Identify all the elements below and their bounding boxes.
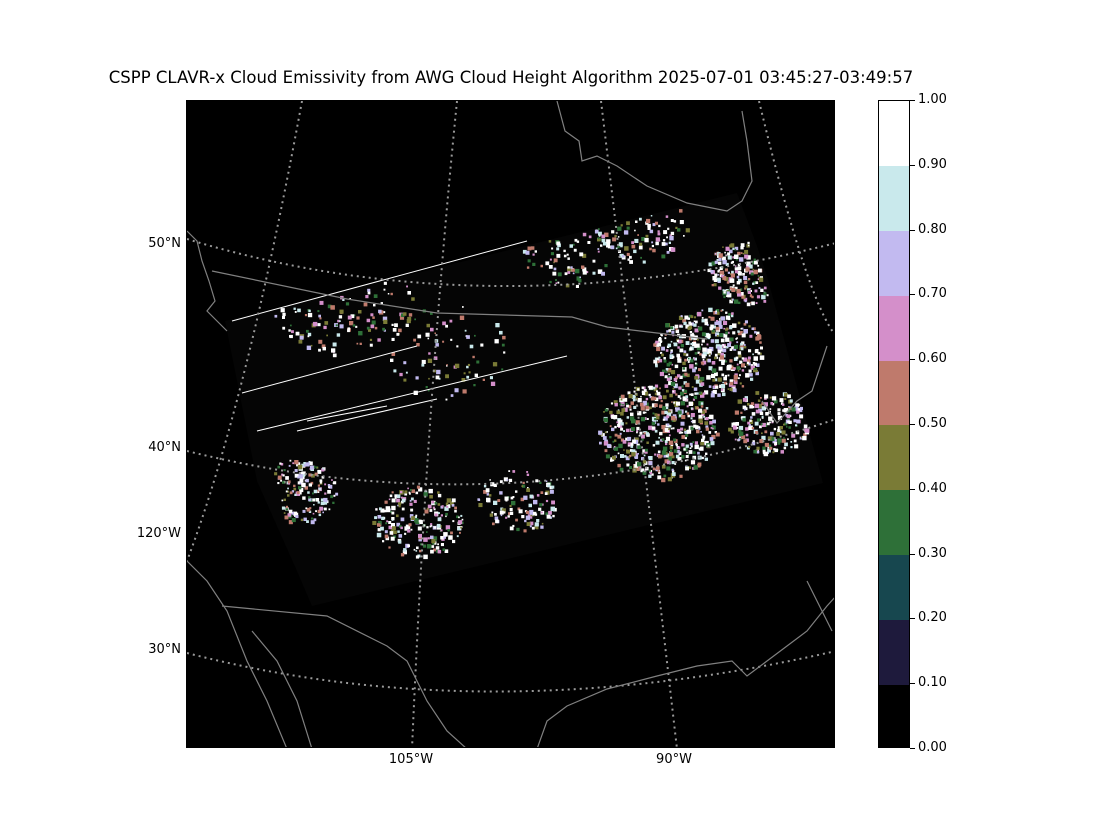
- colorbar-tick: [910, 359, 915, 360]
- latitude-label: 40°N: [148, 440, 181, 455]
- colorbar-tick: [910, 683, 915, 684]
- colorbar-tick: [910, 554, 915, 555]
- colorbar-segment: [879, 295, 909, 361]
- colorbar-segment: [879, 619, 909, 685]
- colorbar-segment: [879, 554, 909, 620]
- colorbar-segment: [879, 230, 909, 296]
- latitude-label: 50°N: [148, 236, 181, 251]
- cloud-pixels: [231, 209, 810, 560]
- colorbar-tick-label: 0.60: [918, 351, 947, 366]
- latitude-label: 30°N: [148, 642, 181, 657]
- map-panel[interactable]: [186, 100, 835, 748]
- colorbar-tick: [910, 165, 915, 166]
- colorbar-tick-label: 0.40: [918, 481, 947, 496]
- colorbar-segment: [879, 489, 909, 556]
- longitude-label: 120°W: [136, 526, 181, 541]
- colorbar-tick-label: 0.50: [918, 416, 947, 431]
- map-title: CSPP CLAVR-x Cloud Emissivity from AWG C…: [108, 68, 914, 87]
- colorbar-tick: [910, 424, 915, 425]
- colorbar-tick: [910, 489, 915, 490]
- colorbar-tick-label: 0.00: [918, 740, 947, 755]
- map-canvas: [187, 101, 834, 747]
- colorbar-tick-label: 0.10: [918, 675, 947, 690]
- colorbar-tick: [910, 230, 915, 231]
- graticule-lines: [187, 101, 834, 747]
- colorbar-tick-label: 1.00: [918, 92, 947, 107]
- colorbar-tick-label: 0.30: [918, 546, 947, 561]
- colorbar-tick: [910, 100, 915, 101]
- longitude-label: 105°W: [388, 752, 434, 767]
- colorbar-segment: [879, 684, 909, 747]
- cloud-swath: [225, 193, 823, 606]
- colorbar-tick: [910, 748, 915, 749]
- colorbar-tick-label: 0.90: [918, 157, 947, 172]
- colorbar-tick: [910, 294, 915, 295]
- colorbar: [878, 100, 910, 748]
- coastlines: [187, 101, 834, 747]
- colorbar-segment: [879, 101, 909, 167]
- colorbar-tick: [910, 618, 915, 619]
- colorbar-segment: [879, 360, 909, 426]
- colorbar-tick-label: 0.70: [918, 286, 947, 301]
- longitude-label: 90°W: [656, 752, 692, 767]
- colorbar-tick-label: 0.80: [918, 222, 947, 237]
- colorbar-segment: [879, 165, 909, 232]
- colorbar-segment: [879, 425, 909, 491]
- colorbar-tick-label: 0.20: [918, 610, 947, 625]
